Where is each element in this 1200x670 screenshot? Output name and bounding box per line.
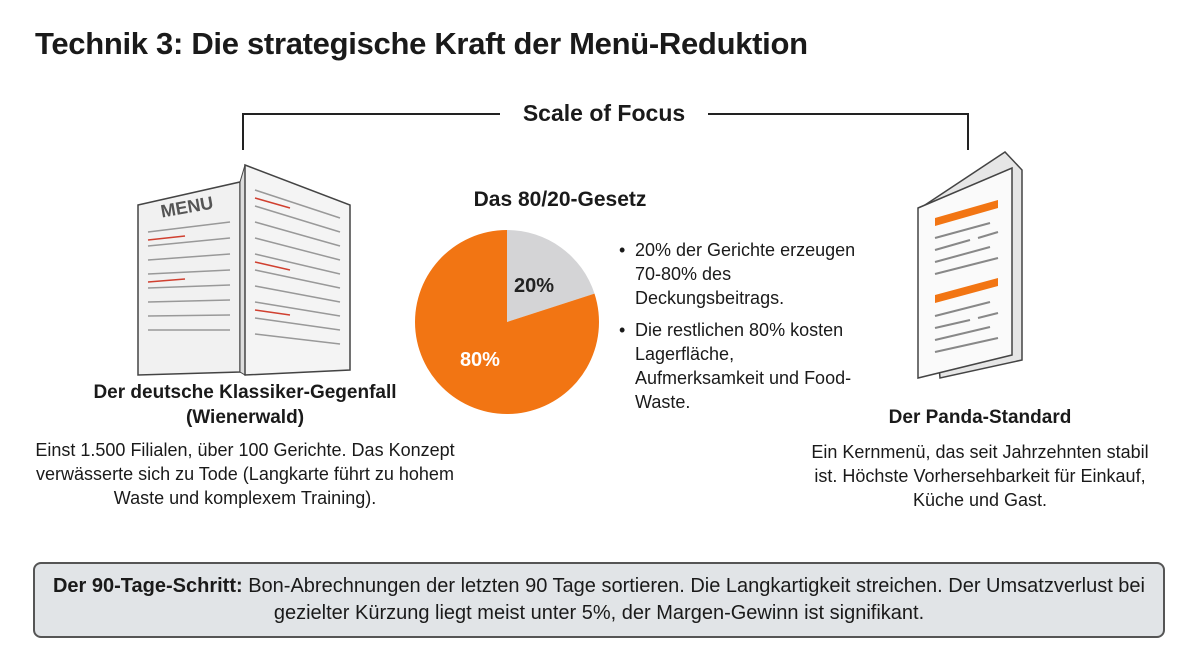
panda-menu-illustration xyxy=(917,151,1023,379)
right-heading: Der Panda-Standard xyxy=(888,407,1072,428)
bullet: Die restlichen 80% kosten Lagerfläche, A… xyxy=(615,318,865,414)
title: Technik 3: Die strategische Kraft der Me… xyxy=(35,26,808,61)
left-heading: Der deutsche Klassiker-Gegenfall (Wiener… xyxy=(93,382,397,428)
bracket-left xyxy=(242,113,500,150)
footer-box: Der 90-Tage-Schritt: Bon-Abrechnungen de… xyxy=(33,562,1165,638)
right-body: Ein Kernmenü, das seit Jahrzehnten stabi… xyxy=(811,442,1149,510)
bullet: 20% der Gerichte erzeugen 70-80% des Dec… xyxy=(615,238,865,310)
footer-text: Bon-Abrechnungen der letzten 90 Tage sor… xyxy=(248,575,1145,624)
slice-label: 20% xyxy=(514,275,554,297)
bracket-right xyxy=(708,113,969,150)
footer-lead: Der 90-Tage-Schritt: xyxy=(52,575,243,597)
pie-chart: 20% 80% xyxy=(415,230,599,414)
pie-slice xyxy=(415,230,599,414)
scale-label: Scale of Focus xyxy=(522,100,686,126)
left-body: Einst 1.500 Filialen, über 100 Gerichte.… xyxy=(35,440,455,508)
menu-illustration: MENU xyxy=(137,163,351,376)
bullet-list: 20% der Gerichte erzeugen 70-80% des Dec… xyxy=(615,238,865,422)
chart-title: Das 80/20-Gesetz xyxy=(473,188,647,211)
slice-label: 80% xyxy=(460,349,500,371)
pie-slice xyxy=(507,230,595,322)
